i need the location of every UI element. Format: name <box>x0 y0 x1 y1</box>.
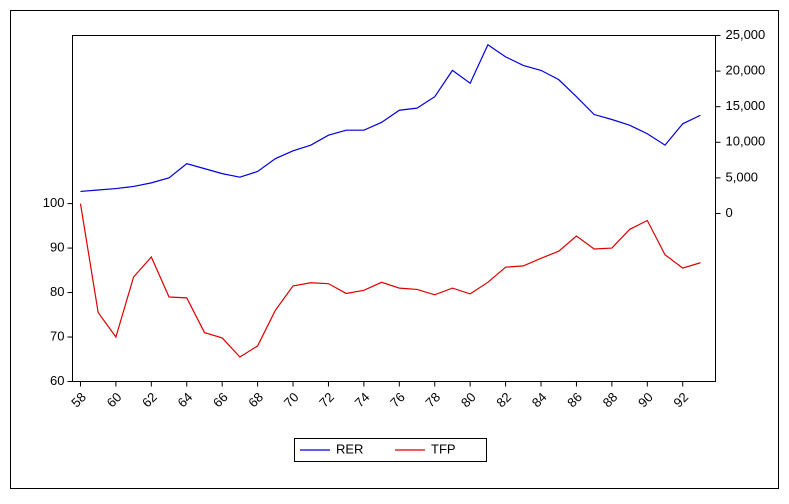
x-tick-label: 68 <box>245 389 266 410</box>
legend-label: RER <box>336 441 363 456</box>
x-tick-label: 74 <box>352 389 373 410</box>
x-tick-label: 58 <box>68 389 89 410</box>
y-tick-label: 70 <box>50 328 64 343</box>
y2-tick-label: 0 <box>726 205 733 220</box>
x-tick-label: 62 <box>139 389 160 410</box>
x-tick-label: 88 <box>600 389 621 410</box>
y2-tick-label: 15,000 <box>726 98 766 113</box>
plot-area <box>72 35 716 382</box>
y2-tick-label: 10,000 <box>726 134 766 149</box>
y-tick-label: 90 <box>50 240 64 255</box>
y2-tick-label: 20,000 <box>726 63 766 78</box>
x-tick-label: 92 <box>670 389 691 410</box>
x-tick-label: 60 <box>104 389 125 410</box>
series-line <box>80 43 701 193</box>
y-tick-label: 80 <box>50 284 64 299</box>
y2-tick-label: 5,000 <box>726 169 759 184</box>
y-tick-label: 60 <box>50 373 64 388</box>
x-tick-label: 84 <box>529 389 550 410</box>
x-tick-label: 78 <box>422 389 443 410</box>
x-tick-label: 64 <box>174 389 195 410</box>
x-tick-label: 76 <box>387 389 408 410</box>
x-tick-label: 72 <box>316 389 337 410</box>
legend-box <box>294 438 487 462</box>
x-tick-label: 82 <box>493 389 514 410</box>
y-tick-label: 100 <box>43 195 65 210</box>
x-tick-label: 80 <box>458 389 479 410</box>
y2-tick-label: 25,000 <box>726 27 766 42</box>
x-tick-label: 90 <box>635 389 656 410</box>
x-tick-label: 66 <box>210 389 231 410</box>
series-line <box>79 203 701 358</box>
frame <box>10 10 779 489</box>
legend-label: TFP <box>431 441 456 456</box>
x-tick-label: 86 <box>564 389 585 410</box>
x-tick-label: 70 <box>281 389 302 410</box>
